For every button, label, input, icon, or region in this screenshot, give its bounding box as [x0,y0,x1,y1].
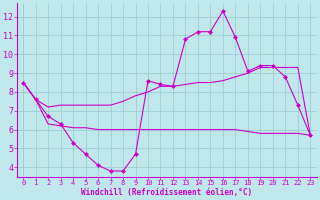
X-axis label: Windchill (Refroidissement éolien,°C): Windchill (Refroidissement éolien,°C) [81,188,252,197]
